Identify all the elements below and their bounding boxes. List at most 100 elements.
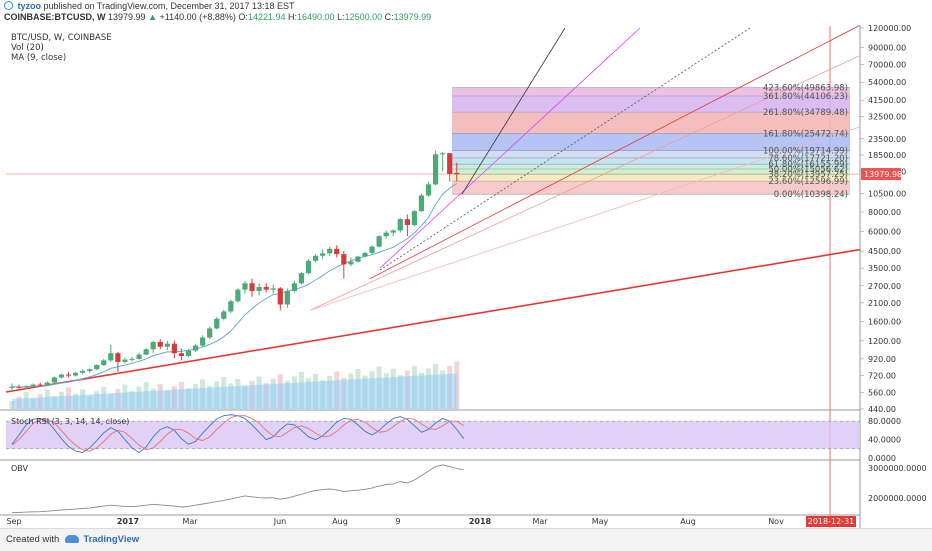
candle-body bbox=[369, 246, 375, 253]
created-with-text: Created with bbox=[6, 534, 60, 545]
candle-body bbox=[242, 283, 248, 290]
created-with: Created with TradingView bbox=[6, 534, 139, 545]
candle-body bbox=[397, 219, 403, 231]
ma-line bbox=[11, 182, 458, 388]
price-tick-label: 23500.00 bbox=[868, 135, 906, 144]
volume-bars bbox=[9, 361, 460, 409]
candle-body bbox=[291, 283, 297, 291]
candle-body bbox=[143, 349, 149, 355]
price-tick-label: 18500.00 bbox=[868, 151, 906, 160]
candle-body bbox=[390, 230, 396, 233]
quote-line: COINBASE:BTCUSD, W 13979.99 ▲ +1140.00 (… bbox=[4, 12, 431, 22]
low-value: 12500.00 bbox=[344, 12, 383, 22]
fib-band bbox=[452, 95, 850, 113]
fan-line bbox=[379, 27, 641, 269]
stoch-rsi-pane bbox=[6, 414, 860, 454]
candle-body bbox=[87, 369, 93, 371]
fib-level-label: 78.60%(17721.20) bbox=[768, 154, 848, 164]
candle-body bbox=[37, 384, 43, 386]
fib-band bbox=[452, 87, 850, 96]
candle-body bbox=[122, 359, 128, 362]
candle-body bbox=[171, 343, 177, 354]
candle-body bbox=[129, 358, 135, 360]
time-axis: Sep 2017 Mar Jun Aug 9 2018 Mar May Aug Nov 2018-12… bbox=[6, 516, 856, 527]
candle-body bbox=[235, 289, 241, 302]
footer-bar: Created with TradingView bbox=[0, 528, 932, 551]
fib-level-label: 0.00%(10398.24) bbox=[774, 190, 848, 200]
candle-body bbox=[447, 153, 453, 174]
obv-tick-label: 3000000.0000 bbox=[868, 464, 927, 473]
tradingview-user-icon bbox=[4, 1, 13, 10]
candle-body bbox=[277, 288, 283, 305]
obv-line bbox=[11, 464, 464, 514]
candle-body bbox=[51, 377, 57, 383]
chart-header: tyzoo published on TradingView.com, Dece… bbox=[0, 0, 932, 26]
fib-level-label: 100.00%(19714.99) bbox=[763, 147, 848, 157]
candle-body bbox=[256, 287, 262, 291]
price-axis: 120000.00 90000.00 70000.00 54000.00 41500.0… bbox=[860, 24, 932, 528]
fib-level-label: 23.60%(12596.99) bbox=[768, 177, 848, 187]
candle-body bbox=[383, 232, 389, 237]
price-chart[interactable]: 423.60%(49863.98)361.80%(44106.23) 261.80… bbox=[0, 0, 932, 528]
close-value: 13979.99 bbox=[393, 12, 432, 22]
dotted-fan-line bbox=[379, 27, 751, 271]
time-tick-label: Jun bbox=[273, 517, 287, 526]
fib-level-label: 261.80%(34789.48) bbox=[763, 108, 848, 118]
fib-level-label: 423.60%(49863.98) bbox=[763, 84, 848, 94]
time-tick-label: Mar bbox=[182, 517, 198, 526]
candle-body bbox=[80, 370, 86, 373]
date-highlight-tag bbox=[806, 516, 856, 527]
candle-body bbox=[72, 372, 79, 376]
legend-ma: MA (9, close) bbox=[11, 53, 66, 63]
last-price: 13979.99 bbox=[108, 12, 146, 22]
candle-body bbox=[404, 219, 410, 226]
symbol-line: COINBASE:BTCUSD, W bbox=[4, 12, 106, 22]
candle-body bbox=[101, 360, 107, 366]
fib-band bbox=[452, 174, 850, 182]
candle-body bbox=[418, 195, 425, 212]
fib-level-label: 61.80%(16155.99) bbox=[768, 160, 848, 170]
candle-body bbox=[136, 354, 142, 359]
candle-body bbox=[320, 253, 326, 256]
trend-lines bbox=[5, 24, 861, 393]
last-price-tag bbox=[861, 168, 901, 181]
candle-body bbox=[284, 290, 290, 305]
candle-body bbox=[115, 353, 121, 362]
legend-obv: OBV bbox=[11, 464, 29, 473]
price-tick-label: 32500.00 bbox=[868, 113, 906, 122]
price-tick-label: 560.00 bbox=[868, 389, 896, 398]
candle-body bbox=[200, 337, 206, 346]
last-price-tag-label: 13979.98 bbox=[864, 170, 902, 179]
candle-body bbox=[23, 386, 29, 388]
moving-average bbox=[11, 182, 458, 388]
price-tick-label: 10500.00 bbox=[868, 189, 906, 198]
candle-body bbox=[16, 386, 22, 388]
price-tick-label: 920.00 bbox=[868, 355, 896, 364]
price-tick-label: 120000.00 bbox=[868, 24, 911, 33]
high-value: 16490.00 bbox=[297, 12, 335, 22]
fibonacci-extension bbox=[452, 87, 850, 195]
candle-body bbox=[348, 261, 354, 265]
fan-line bbox=[369, 24, 861, 279]
time-tick-label: May bbox=[592, 517, 609, 526]
candle-body bbox=[454, 172, 460, 175]
fib-level-label: 50.00%(15056.62) bbox=[768, 165, 848, 175]
username[interactable]: tyzoo bbox=[17, 1, 42, 11]
chart-legend: BTC/USD, W, COINBASE Vol (20) MA (9, clo… bbox=[11, 33, 129, 473]
candle-body bbox=[178, 353, 185, 357]
time-tick-label: Aug bbox=[680, 517, 696, 526]
candle-body bbox=[376, 236, 382, 247]
candle-body bbox=[185, 350, 192, 357]
price-tick-label: 2700.00 bbox=[868, 282, 901, 291]
fib-band bbox=[452, 150, 850, 158]
price-tick-label: 90000.00 bbox=[868, 44, 906, 53]
high-label: H: bbox=[288, 12, 297, 22]
axis-background bbox=[861, 26, 932, 528]
fib-level-label: 361.80%(44106.23) bbox=[763, 92, 848, 102]
tradingview-brand[interactable]: TradingView bbox=[83, 534, 140, 545]
time-tick-label: 2017 bbox=[117, 517, 139, 526]
fib-band bbox=[452, 169, 850, 175]
candle-body bbox=[44, 382, 50, 386]
price-change: +1140.00 (+8.88%) bbox=[159, 12, 236, 22]
candle-body bbox=[305, 260, 312, 274]
